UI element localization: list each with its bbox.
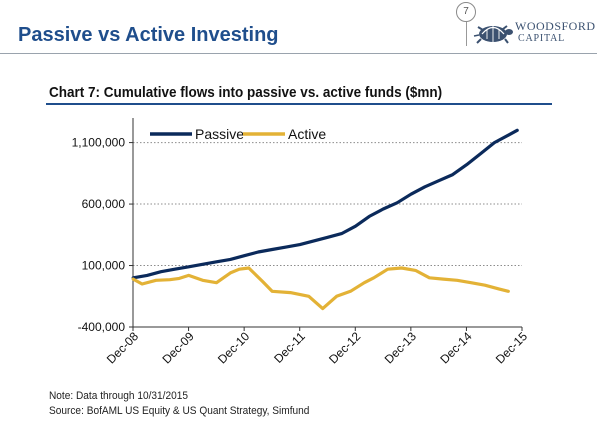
y-tick-label: -400,000 (78, 320, 126, 334)
x-tick-label: Dec-11 (271, 329, 308, 366)
logo-wordmark-bottom: CAPITAL (518, 33, 566, 44)
series-line-passive (131, 128, 519, 280)
x-tick-label: Dec-12 (326, 329, 363, 366)
x-tick-label: Dec-13 (382, 329, 419, 366)
series-line-active (131, 266, 510, 311)
x-tick-label: Dec-14 (437, 329, 474, 366)
legend-label-active: Active (288, 126, 326, 142)
logo-divider (466, 22, 467, 46)
page-number: 7 (456, 2, 476, 22)
x-tick-label: Dec-08 (104, 329, 141, 366)
x-tick-label: Dec-15 (493, 329, 530, 366)
x-tick-label: Dec-10 (215, 329, 252, 366)
chart-title-underline (46, 103, 552, 105)
turtle-logo-icon (473, 25, 513, 44)
y-tick-label: 600,000 (82, 197, 126, 211)
y-tick-label: 100,000 (82, 259, 126, 273)
chart-title: Chart 7: Cumulative flows into passive v… (49, 84, 443, 101)
slide-title: Passive vs Active Investing (18, 24, 279, 46)
logo-wordmark-top: WOODSFORD (515, 19, 596, 33)
chart-note: Note: Data through 10/31/2015 (49, 390, 188, 402)
title-divider (0, 53, 597, 54)
chart-source: Source: BofAML US Equity & US Quant Stra… (49, 405, 310, 417)
x-tick-label: Dec-09 (159, 329, 196, 366)
y-tick-label: 1,100,000 (72, 136, 126, 150)
legend-label-passive: Passive (195, 126, 244, 142)
